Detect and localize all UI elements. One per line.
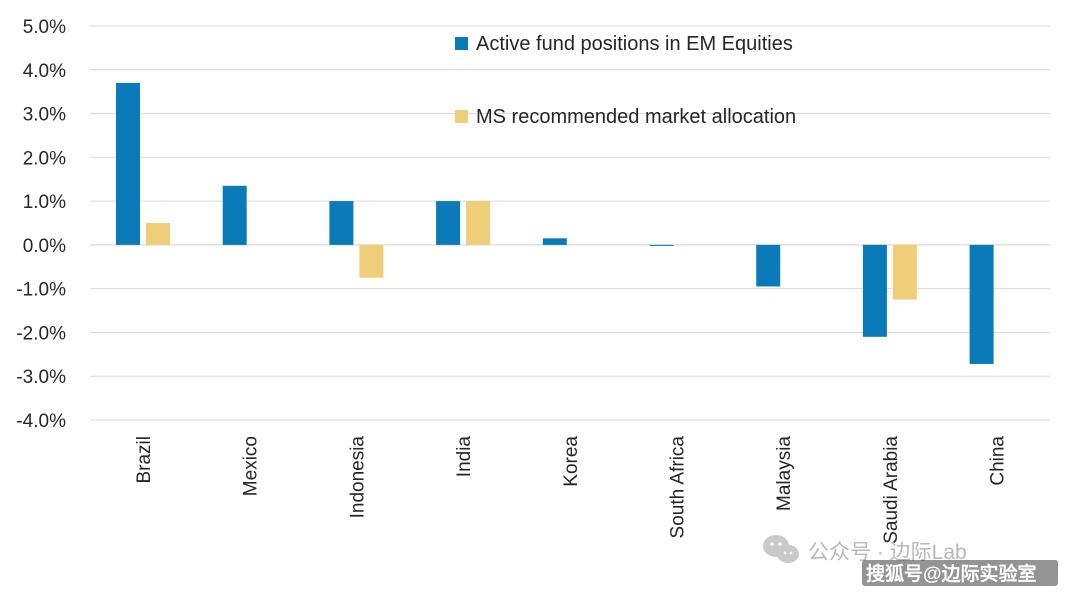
y-tick-label: 0.0% [23,236,66,257]
x-axis-categories: Brazil Mexico Indonesia India Korea South Afr… [134,436,1009,544]
y-tick-label: 2.0% [23,148,66,169]
x-category-label: South Africa [668,436,689,539]
bar-brazil-series-2 [146,223,170,245]
y-tick-label: 3.0% [23,105,66,126]
watermark-line2-bg [862,560,1058,586]
bar-brazil-series-1 [116,82,140,245]
bar-korea-series-1 [542,238,567,245]
y-tick-label: -4.0% [16,411,66,432]
bar-saudi-arabia-series-1 [862,244,887,337]
watermark-line2: 搜狐号@边际实验室 [866,562,1037,585]
x-category-label: Korea [561,436,582,487]
x-category-label: Indonesia [347,436,368,519]
x-category-label: China [988,436,1009,486]
wechat-icon [763,535,799,563]
x-category-label: Malaysia [774,436,795,511]
bars [116,82,994,364]
bar-indonesia-series-1 [329,201,354,245]
y-tick-label: 1.0% [23,192,66,213]
y-axis-ticks: 5.0% 4.0% 3.0% 2.0% 1.0% 0.0% -1.0% -2.0% -3.0% -… [16,17,66,432]
y-tick-label: -2.0% [16,323,66,344]
x-category-label: India [454,436,475,478]
bar-india-series-2 [466,201,491,245]
legend-swatch [455,110,468,123]
y-tick-label: -3.0% [16,367,66,388]
bar-malaysia-series-1 [756,244,781,287]
bar-india-series-1 [436,201,461,245]
y-tick-label: 5.0% [23,17,66,38]
x-category-label: Brazil [134,436,155,484]
y-tick-label: -1.0% [16,280,66,301]
x-category-label: Saudi Arabia [881,436,902,544]
legend: Active fund positions in EM Equities MS r… [455,33,796,128]
watermark-line1: 公众号 · 边际Lab [808,541,967,564]
legend-swatch [455,37,468,50]
watermark: 公众号 · 边际Lab 搜狐号@边际实验室 [763,535,1058,586]
x-category-label: Mexico [241,436,262,496]
bar-south-africa-series-1 [649,244,674,246]
y-tick-label: 4.0% [23,61,66,82]
gridlines [90,25,1050,421]
legend-label: Active fund positions in EM Equities [476,33,793,55]
bar-indonesia-series-2 [359,244,384,278]
bar-mexico-series-1 [222,185,247,245]
bar-china-series-1 [969,244,994,364]
legend-label: MS recommended market allocation [476,106,796,128]
bar-saudi-arabia-series-2 [892,244,917,300]
